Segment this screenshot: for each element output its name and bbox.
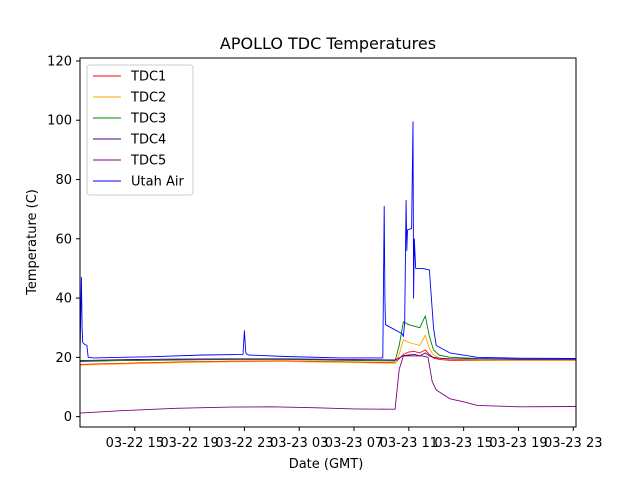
series-layer (79, 121, 577, 414)
legend-label: TDC4 (130, 133, 166, 148)
y-tick-label: 60 (55, 232, 72, 247)
series-line-utah-air (79, 121, 577, 359)
series-line-tdc1 (79, 349, 576, 365)
x-tick-label: 03-22 15 (106, 436, 164, 451)
x-tick-label: 03-22 19 (160, 436, 218, 451)
plot-frame (79, 57, 577, 428)
legend-label: TDC5 (130, 154, 166, 169)
chart-title: APOLLO TDC Temperatures (220, 34, 436, 53)
y-axis-label: Temperature (C) (25, 189, 40, 296)
x-axis-label: Date (GMT) (289, 457, 364, 472)
y-tick-label: 40 (55, 292, 72, 307)
x-tick-label: 03-23 23 (544, 436, 602, 451)
x-tick-label: 03-23 15 (434, 436, 492, 451)
x-tick-label: 03-23 11 (380, 436, 438, 451)
y-tick-label: 0 (64, 410, 72, 425)
x-tick-label: 03-22 23 (215, 436, 273, 451)
legend-label: TDC1 (130, 70, 166, 85)
x-tick-label: 03-23 03 (270, 436, 328, 451)
series-line-tdc3 (79, 315, 576, 362)
y-axis-ticks: 0 20 40 60 80 100 120 (47, 54, 80, 425)
legend-label: TDC2 (130, 91, 166, 106)
y-tick-label: 20 (55, 351, 72, 366)
series-line-tdc4 (79, 352, 576, 362)
series-line-tdc5 (79, 355, 577, 414)
legend-label: Utah Air (131, 175, 184, 190)
y-tick-label: 80 (55, 173, 72, 188)
y-tick-label: 120 (47, 54, 72, 69)
x-tick-label: 03-23 07 (325, 436, 383, 451)
legend-label: TDC3 (130, 112, 166, 127)
legend: TDC1 TDC2 TDC3 TDC4 TDC5 Utah Air (86, 64, 194, 196)
x-tick-label: 03-23 19 (489, 436, 547, 451)
y-tick-label: 100 (47, 114, 72, 129)
